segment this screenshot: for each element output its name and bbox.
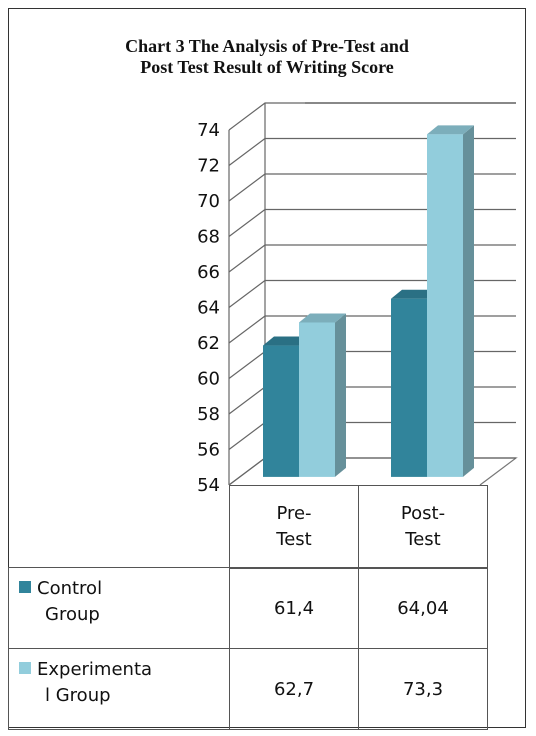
y-tick-label: 62 bbox=[197, 333, 220, 354]
bar-top-0-0 bbox=[263, 336, 310, 346]
y-tick-label: 60 bbox=[197, 369, 220, 390]
table-row-experimental-group: Experimenta l Group 62,7 73,3 bbox=[8, 648, 488, 730]
y-tick-label: 68 bbox=[197, 227, 220, 248]
y-tick-label: 72 bbox=[197, 156, 220, 177]
bar-experimental-group-post-test bbox=[427, 134, 463, 477]
bar-top-0-1 bbox=[391, 289, 438, 299]
category-label-post-test: Post- Test bbox=[358, 485, 488, 569]
data-table-body: Control Group 61,4 64,04 Experimenta l G… bbox=[8, 567, 488, 730]
chart-title: Chart 3 The Analysis of Pre-Test and Pos… bbox=[8, 36, 526, 78]
bar-control-group-post-test bbox=[391, 298, 427, 477]
table-row-control-group: Control Group 61,4 64,04 bbox=[8, 567, 488, 649]
data-table-header: Pre- Test Post- Test bbox=[229, 485, 488, 569]
data-label-experimental-pre: 62,7 bbox=[229, 648, 359, 730]
bar-side-1-1 bbox=[463, 125, 474, 477]
y-tick-label: 54 bbox=[197, 475, 220, 496]
legend-swatch-experimental bbox=[19, 662, 31, 674]
data-label-experimental-post: 73,3 bbox=[358, 648, 488, 730]
y-tick-label: 56 bbox=[197, 440, 220, 461]
series-label-experimental-group: Experimenta l Group bbox=[8, 648, 230, 730]
y-tick-label: 58 bbox=[197, 404, 220, 425]
data-label-control-post: 64,04 bbox=[358, 567, 488, 649]
bar-side-1-0 bbox=[335, 313, 346, 477]
legend-swatch-control bbox=[19, 581, 31, 593]
data-label-control-pre: 61,4 bbox=[229, 567, 359, 649]
category-label-pre-test: Pre- Test bbox=[229, 485, 359, 569]
y-tick-label: 74 bbox=[197, 120, 220, 141]
y-tick-label: 70 bbox=[197, 191, 220, 212]
series-label-control-group: Control Group bbox=[8, 567, 230, 649]
y-tick-label: 64 bbox=[197, 298, 220, 319]
chart-title-line-1: Chart 3 The Analysis of Pre-Test and bbox=[125, 36, 409, 56]
bar-top-1-1 bbox=[427, 125, 474, 135]
y-tick-label: 66 bbox=[197, 262, 220, 283]
bar-experimental-group-pre-test bbox=[299, 322, 335, 477]
bar-control-group-pre-test bbox=[263, 345, 299, 477]
bar-top-1-0 bbox=[299, 313, 346, 323]
chart-title-line-2: Post Test Result of Writing Score bbox=[140, 57, 394, 77]
